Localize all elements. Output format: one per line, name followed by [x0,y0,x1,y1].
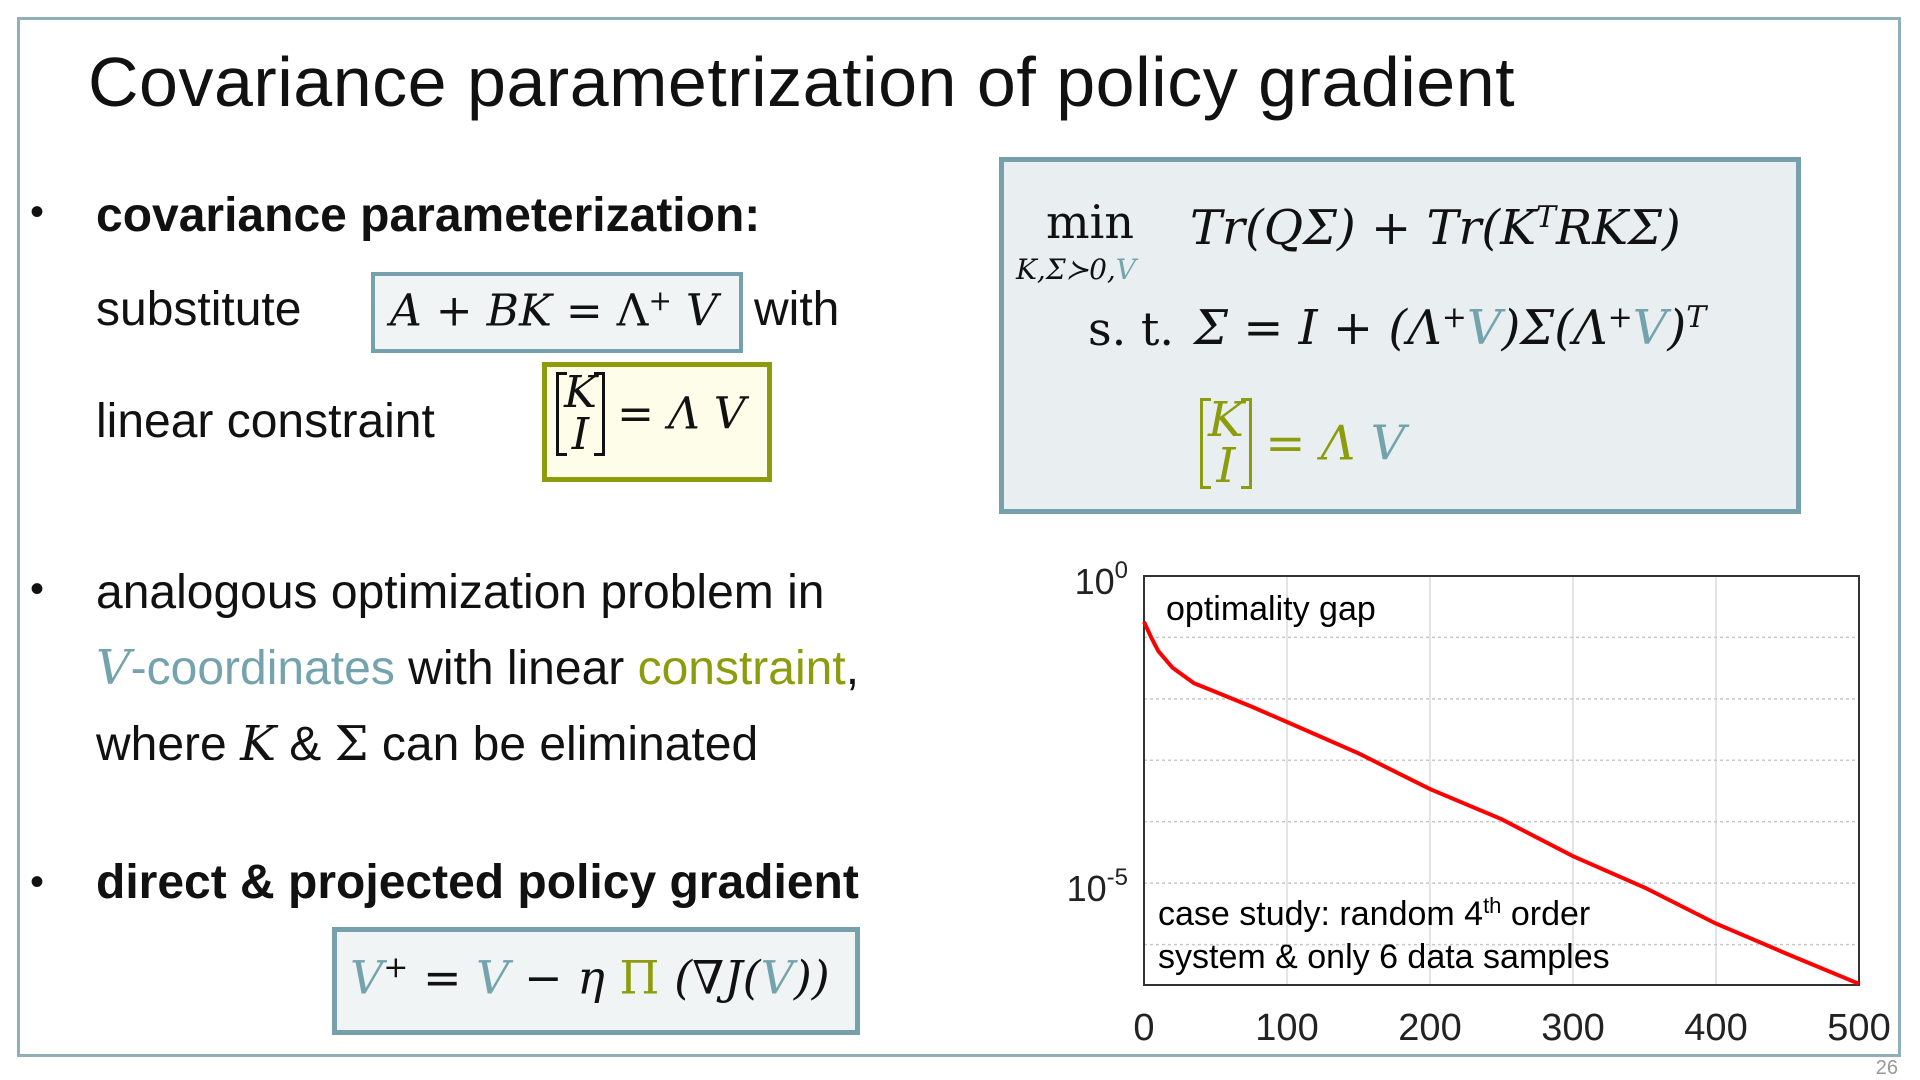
bullet2-line3: where K & Σ can be eliminated [96,716,758,772]
formula-v: V [671,285,718,337]
g-v3: V [760,950,794,1005]
g-v2: V [476,950,510,1005]
anno-1b: order [1501,895,1590,933]
with-linear: with linear [394,642,638,695]
slide-frame [17,17,1901,1057]
x-tick-label: 400 [1684,1007,1747,1049]
g-sup: + [383,950,409,985]
where: where [96,718,241,771]
bullet2-line2: V-coordinates with linear constraint, [96,640,859,696]
sigma-symbol: Σ [334,716,369,772]
bullet-dot: • [30,567,45,611]
x-tick-label: 0 [1133,1007,1154,1049]
substitute-label: substitute [96,283,302,336]
box-lin-rhs: = Λ [1265,415,1371,472]
g-v1: V [350,950,384,1005]
c-sup2: + [1607,300,1633,335]
box-matrix-top: K [1208,392,1244,448]
g-eta: − η [509,950,620,1005]
constraint-word: constraint [637,642,846,695]
gradient-update-formula: V+ = V − η Π (∇J(V)) [350,950,830,1004]
x-tick-label: 200 [1398,1007,1461,1049]
plot-frame [1143,575,1860,986]
optimality-gap-line [1142,620,1860,986]
c-c: ) [1667,300,1687,356]
matrix-top: K [564,367,597,418]
anno-sup: th [1483,893,1501,918]
objective: Tr(QΣ) + Tr(KTRKΣ) [1190,200,1681,256]
matrix-bottom: I [571,408,590,460]
objective-sup: T [1535,200,1556,235]
box-matrix-bottom: I [1216,437,1236,494]
min-operator: min [1046,195,1134,249]
annotation-case-study-2: system & only 6 data samples [1158,938,1610,976]
annotation-optimality-gap: optimality gap [1166,590,1376,628]
v-symbol: V [96,640,131,696]
anno-1a: case study: random 4 [1158,895,1483,933]
min-subscript: K,Σ≻0,V [1016,254,1136,286]
g-grad: (∇J( [659,950,761,1005]
eliminated: can be eliminated [368,718,759,771]
box-lin-v: V [1370,415,1406,472]
substitution-formula-box [371,272,743,353]
c-sup: + [1441,300,1467,335]
substitution-formula: A + BK = Λ+ V [390,284,718,337]
annotation-case-study-1: case study: random 4th order [1158,893,1590,933]
x-tick-label: 100 [1255,1007,1318,1049]
comma: , [845,642,860,695]
formula-lhs: A + BK [390,285,552,337]
x-tick-label: 500 [1827,1007,1890,1049]
x-tick-label: 300 [1541,1007,1604,1049]
g-eq: = [408,950,477,1005]
linear-constraint-box [542,362,772,482]
page-number: 26 [1875,1057,1898,1079]
bullet2-line1: analogous optimization problem in [96,566,825,619]
g-close: )) [793,950,830,1005]
min-subscript-vars: K,Σ≻0, [1016,253,1116,286]
objective-main: Tr(QΣ) + Tr(K [1190,200,1536,256]
amp: & [275,718,335,771]
c-b: )Σ(Λ [1501,300,1608,356]
objective-end: RKΣ) [1556,200,1681,256]
bullet1-heading: covariance parameterization: [96,189,761,242]
formula-lambda: Λ [616,285,649,337]
subject-to: s. t. [1088,302,1174,356]
c-v: V [1466,300,1502,356]
lyapunov-constraint: Σ = I + (Λ+V)Σ(Λ+V)T [1194,300,1706,356]
linear-constraint-label: linear constraint [96,395,435,448]
c-a: Σ = I + (Λ [1194,300,1442,356]
g-pi: Π [619,950,660,1005]
bullet-dot: • [30,860,45,904]
optimization-problem-box [999,157,1801,514]
with-label: with [754,283,840,336]
formula-eq: = [551,285,617,337]
slide-title: Covariance parametrization of policy gra… [88,43,1516,121]
y-tick-label: 10-5 [1067,864,1128,909]
c-t: T [1686,300,1707,335]
formula-sup: + [648,284,672,317]
min-subscript-v: V [1115,253,1137,286]
y-tick-label: 100 [1075,557,1128,602]
matrix-rhs: = Λ V [617,388,746,440]
k-symbol: K [240,716,276,772]
bullet3-heading: direct & projected policy gradient [96,856,859,909]
bullet-dot: • [30,190,45,234]
v-coordinates: -coordinates [130,642,395,695]
gradient-update-box [332,927,860,1035]
c-v2: V [1632,300,1668,356]
